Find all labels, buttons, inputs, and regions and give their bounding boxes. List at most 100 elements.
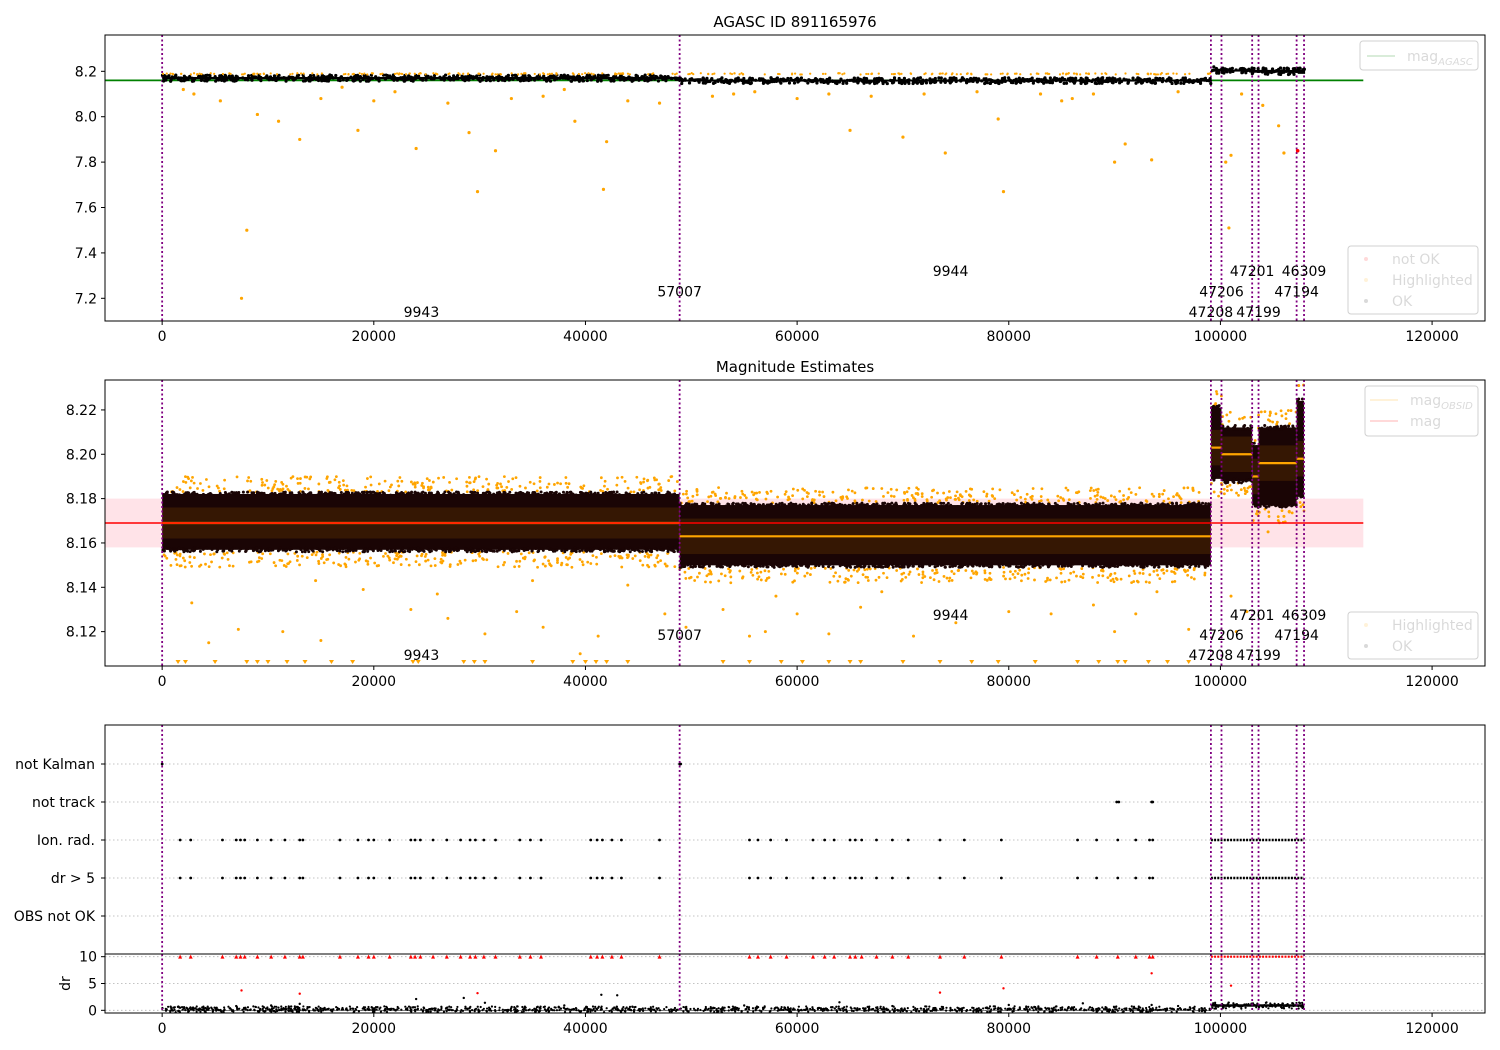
middle-ok-band-point <box>838 564 842 568</box>
top-ok-band-point <box>1085 76 1089 80</box>
middle-highlighted-near-band <box>541 562 545 566</box>
middle-highlighted-near-band <box>1239 488 1243 492</box>
middle-highlighted-near-band <box>687 500 691 503</box>
middle-highlighted-near-band <box>1186 573 1190 577</box>
top-x-tick-label: 120000 <box>1405 329 1458 345</box>
middle-ok-band-point <box>470 490 474 494</box>
top-highlighted-point <box>1038 92 1043 96</box>
middle-ok-band-point <box>817 564 821 568</box>
middle-highlighted-near-band <box>1215 390 1218 393</box>
top-highlighted-near-band <box>601 72 604 75</box>
top-ok-band-point <box>576 77 580 81</box>
top-highlighted-point <box>1113 160 1117 164</box>
middle-highlighted-near-band <box>1268 414 1272 417</box>
middle-ok-band-point <box>1071 562 1075 566</box>
flags-point <box>938 838 942 842</box>
middle-highlighted-near-band <box>853 491 857 495</box>
middle-highlighted-near-band <box>653 564 657 568</box>
top-highlighted-near-band <box>713 72 716 75</box>
middle-ok-band-point <box>1116 564 1120 568</box>
top-highlighted-near-band <box>366 73 369 76</box>
middle-highlighted-near-band <box>535 489 539 493</box>
top-ok-band-point <box>792 81 797 85</box>
middle-ok-band-point <box>278 548 282 552</box>
middle-ok-band-point <box>701 565 705 569</box>
middle-highlighted-near-band <box>698 571 701 575</box>
middle-obsid-label: 47194 <box>1274 628 1319 644</box>
middle-ok-band-point <box>185 548 189 552</box>
top-highlighted-near-band <box>1061 72 1065 75</box>
top-ok-band-point <box>697 80 701 84</box>
middle-highlighted-near-band <box>866 579 870 582</box>
middle-highlighted-near-band <box>863 568 867 572</box>
middle-highlighted-near-band <box>855 569 859 573</box>
middle-ok-band-point <box>832 502 836 506</box>
middle-ok-band-point <box>684 562 688 566</box>
top-highlighted-point <box>710 94 715 98</box>
middle-highlighted-near-band <box>1217 494 1220 498</box>
top-ok-band-point <box>361 77 365 82</box>
middle-obsid-label: 47206 <box>1199 628 1244 644</box>
middle-highlighted-near-band <box>1067 498 1071 501</box>
top-highlighted-near-band <box>169 72 172 75</box>
top-highlighted-point <box>1091 92 1096 96</box>
middle-ok-band-point <box>709 501 713 505</box>
top-highlighted-point <box>509 96 513 101</box>
middle-highlighted-near-band <box>215 484 219 488</box>
top-ok-band-point <box>766 81 770 85</box>
middle-ok-band-point <box>627 492 631 496</box>
middle-obsid-label: 9944 <box>933 608 969 624</box>
middle-ok-band-point <box>1126 563 1130 567</box>
middle-highlighted-near-band <box>912 496 915 500</box>
top-ok-band-point <box>1059 79 1063 83</box>
middle-highlighted-near-band <box>188 561 192 564</box>
middle-highlighted-near-band <box>332 561 336 565</box>
top-ok-band-point <box>176 77 181 81</box>
top-ok-band-core <box>680 79 1212 82</box>
top-ok-band-point <box>1212 65 1216 69</box>
middle-highlighted-near-band <box>1093 494 1097 498</box>
middle-ok-band-point <box>841 563 845 567</box>
middle-ok-band-point <box>471 548 475 552</box>
middle-highlighted-near-band <box>791 487 795 491</box>
middle-ok-band-point <box>919 561 923 565</box>
middle-obsid-label: 9943 <box>404 648 440 664</box>
middle-ok-band-point <box>984 504 988 508</box>
middle-ok-band-point <box>961 564 965 568</box>
middle-ok-band-point <box>1139 501 1143 505</box>
middle-ok-band-point <box>1045 505 1049 509</box>
middle-ok-band-point <box>1154 562 1158 566</box>
middle-highlighted-near-band <box>188 486 192 490</box>
middle-highlighted-near-band <box>629 490 633 494</box>
top-ok-band-point <box>364 79 369 83</box>
middle-highlighted-near-band <box>286 562 290 566</box>
top-ok-band-point <box>542 77 546 81</box>
middle-ok-band-point <box>1280 427 1284 431</box>
middle-ok-band-point <box>689 562 693 566</box>
middle-ok-band-point <box>636 492 640 496</box>
top-highlighted-near-band <box>542 72 545 75</box>
middle-ok-band-point <box>670 493 674 497</box>
middle-ok-band-point <box>574 493 578 497</box>
flags-point <box>875 876 878 880</box>
middle-ok-band-point <box>434 548 438 552</box>
middle-highlighted-near-band <box>906 498 909 502</box>
middle-highlighted-near-band <box>325 477 329 480</box>
flags-point <box>301 838 305 842</box>
top-ok-band-point <box>811 79 815 84</box>
top-highlighted-near-band <box>180 72 183 75</box>
top-ok-band-point <box>369 73 373 77</box>
top-ok-band-point <box>569 79 573 83</box>
middle-highlighted-near-band <box>696 575 699 579</box>
top-highlighted-near-band <box>538 73 541 76</box>
middle-highlighted-near-band <box>1091 575 1094 579</box>
middle-ok-band-point <box>268 547 272 551</box>
middle-ok-band-point <box>341 550 345 554</box>
top-ok-band-point <box>973 77 977 81</box>
top-highlighted-near-band <box>999 72 1002 75</box>
middle-highlighted-near-band <box>310 553 314 557</box>
middle-highlighted-near-band <box>388 485 392 489</box>
top-ok-band-point <box>383 77 388 81</box>
top-highlighted-near-band <box>291 72 294 75</box>
middle-highlighted-near-band <box>841 495 845 498</box>
